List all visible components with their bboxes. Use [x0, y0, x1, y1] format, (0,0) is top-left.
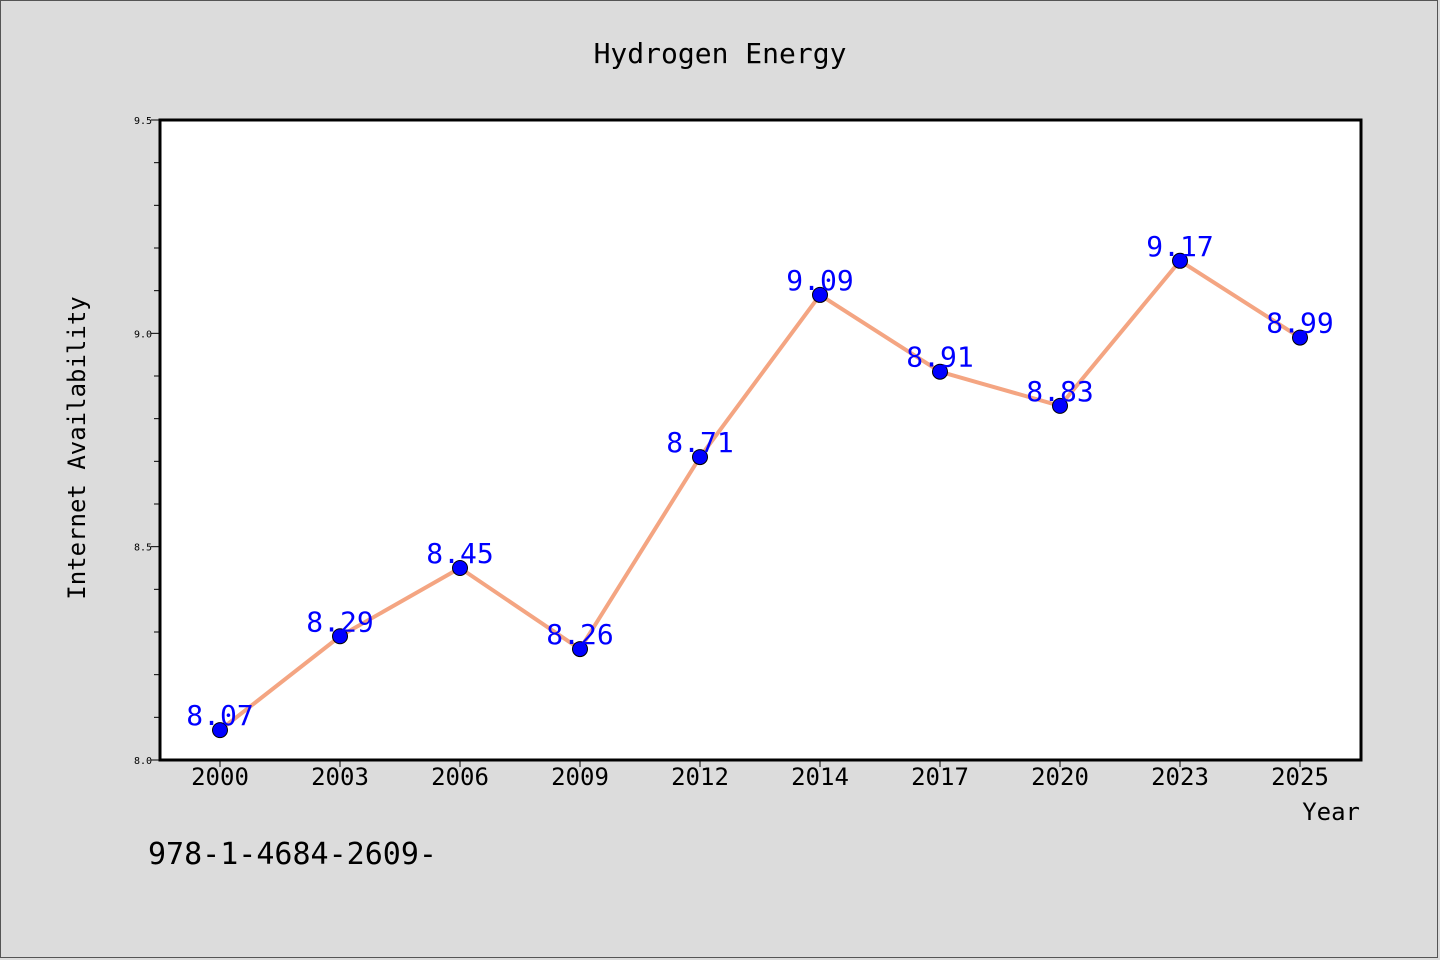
data-label: 9.17	[1146, 230, 1213, 263]
y-axis: 8.0 8.5 9.0 9.5	[134, 116, 159, 767]
x-tick-label: 2023	[1151, 763, 1209, 791]
chart-title: Hydrogen Energy	[594, 37, 847, 70]
data-point	[932, 363, 948, 380]
series-line	[218, 258, 1302, 733]
x-tick-label: 2014	[791, 763, 849, 791]
x-axis: 2000 2003 2006 2009 2012 2014 2017 2020 2023 2025	[191, 761, 1329, 791]
y-tick-label: 9.5	[134, 116, 152, 127]
y-tick-label: 9.0	[134, 329, 152, 340]
x-tick-label: 2017	[911, 763, 969, 791]
data-point	[1052, 397, 1068, 414]
series-layer: 8.07 8.29 8.45 8.26 8.71 9.09 8.91 8.83 9.17 8.99	[186, 230, 1334, 739]
data-label: 8.99	[1266, 307, 1333, 340]
annotation-text: 978-1-4684-2609-	[148, 837, 437, 872]
x-tick-label: 2012	[671, 763, 729, 791]
x-tick-label: 2025	[1271, 763, 1329, 791]
data-point	[572, 641, 588, 658]
data-point	[1292, 329, 1308, 346]
data-point	[452, 560, 468, 576]
data-label: 8.29	[306, 605, 373, 638]
data-label: 8.83	[1026, 375, 1093, 408]
y-tick-label: 8.0	[134, 756, 152, 767]
y-tick-label: 8.5	[134, 543, 152, 554]
data-label: 8.26	[546, 618, 613, 651]
x-tick-label: 2000	[191, 763, 249, 791]
x-tick-label: 2020	[1031, 763, 1089, 791]
x-axis-label: Year	[1302, 798, 1360, 826]
data-point	[812, 286, 828, 303]
data-point	[692, 449, 708, 466]
data-label: 8.45	[426, 537, 493, 570]
data-point	[1172, 252, 1188, 269]
data-label: 8.91	[906, 341, 973, 374]
y-axis-label: Internet Availability	[63, 296, 91, 599]
data-point	[332, 628, 348, 645]
x-tick-label: 2006	[431, 763, 489, 791]
x-tick-label: 2003	[311, 763, 369, 791]
data-label: 8.07	[186, 699, 253, 732]
data-point	[212, 722, 228, 739]
plot-area	[160, 120, 1361, 760]
plot-border	[158, 118, 1363, 762]
data-label: 9.09	[786, 264, 853, 297]
data-label: 8.71	[666, 426, 733, 459]
x-tick-label: 2009	[551, 763, 609, 791]
